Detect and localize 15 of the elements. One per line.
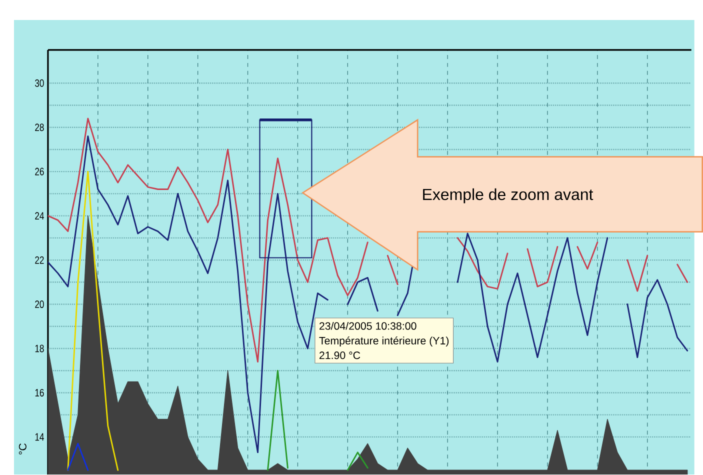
annotation: Exemple de zoom avant [423,188,594,204]
y-tick-label: 22 [35,256,44,264]
y-tick-label: 20 [35,300,44,308]
y-tick-label: 18 [35,344,44,352]
y-tick-label: 24 [35,212,44,220]
y-tick-label: 28 [35,123,44,131]
y-axis-title: °C [18,443,26,454]
annotation: Température intérieure (Y1) [319,336,449,346]
y-tick-label: 26 [35,168,44,176]
annotation: 21.90 °C [320,351,360,359]
y-tick-label: 14 [35,433,44,440]
line-series [67,170,119,471]
annotation: 23/04/2005 10:38:00 [320,322,416,330]
y-tick-label: 30 [35,79,44,87]
y-tick-label: 16 [35,388,44,396]
